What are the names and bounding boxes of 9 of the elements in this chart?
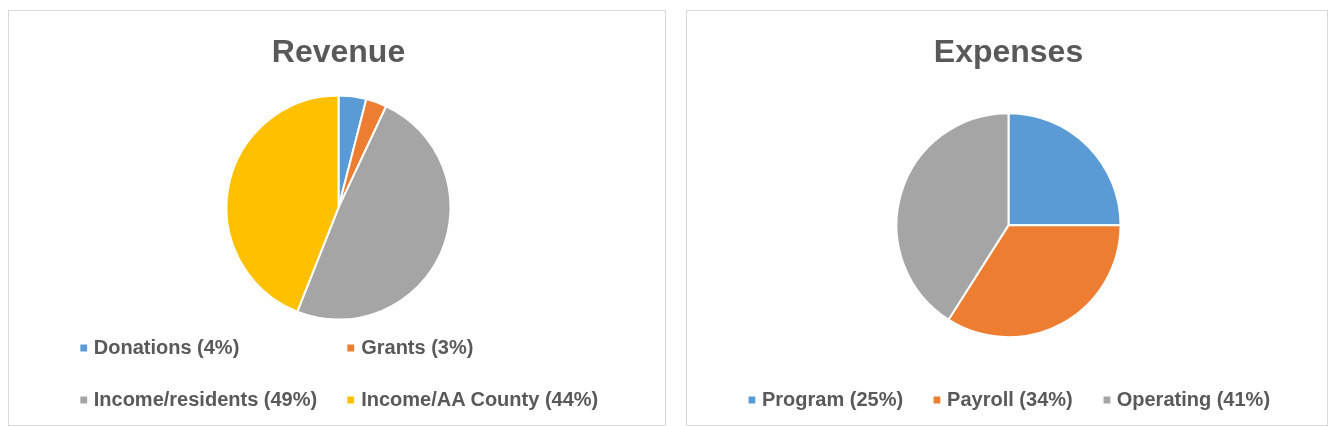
legend-label: Grants (3%) (361, 335, 474, 359)
legend-label: Income/residents (49%) (93, 387, 318, 411)
legend-label: Income/AA County (44%) (361, 387, 599, 411)
legend-label: Donations (4%) (93, 335, 240, 359)
legend-label: Program (25%) (761, 387, 904, 411)
legend-label: Payroll (34%) (947, 387, 1073, 411)
chart-title: Expenses (933, 32, 1084, 69)
legend-label: Operating (41%) (1116, 387, 1271, 411)
chart-title: Revenue (271, 32, 406, 69)
